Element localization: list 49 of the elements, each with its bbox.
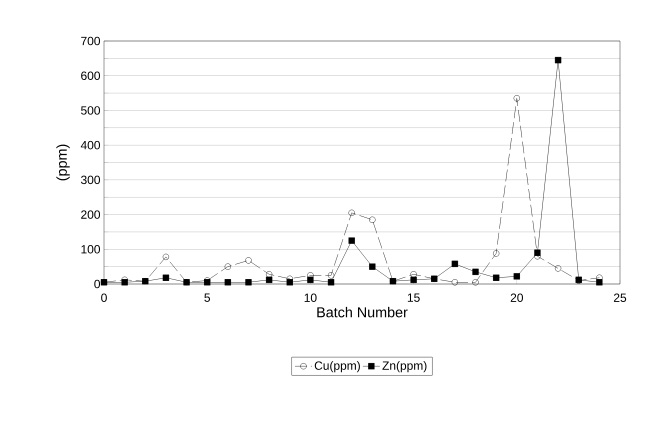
point <box>348 210 355 216</box>
point <box>266 271 272 278</box>
x-tick-label: 15 <box>408 294 420 302</box>
x-tick-label: 20 <box>510 294 523 302</box>
legend-label: Zn(ppm) <box>382 361 426 372</box>
point <box>452 260 458 268</box>
y-tick-label: 100 <box>81 245 100 254</box>
point <box>224 263 232 270</box>
point <box>410 276 417 284</box>
point <box>266 276 272 284</box>
point <box>369 263 376 270</box>
y-tick-label: 200 <box>81 210 100 219</box>
x-tick-label: 0 <box>101 294 107 302</box>
point <box>514 273 520 280</box>
y-tick-label: 300 <box>80 176 100 184</box>
y-axis-title: (ppm) <box>56 144 70 180</box>
x-axis-title: Batch Number <box>317 306 408 318</box>
point <box>369 216 376 223</box>
legend-label: Cu(ppm) <box>314 361 360 372</box>
point <box>554 265 562 272</box>
point <box>410 271 417 278</box>
point <box>554 56 562 64</box>
y-tick-label: 500 <box>81 106 100 115</box>
point <box>121 279 128 286</box>
point <box>307 276 314 284</box>
y-tick-label: 0 <box>94 280 100 288</box>
point <box>245 279 252 286</box>
point <box>224 279 232 286</box>
point <box>472 279 479 286</box>
point <box>492 250 500 257</box>
point <box>534 250 541 256</box>
point <box>162 274 170 281</box>
point <box>596 279 603 286</box>
y-tick-label: 700 <box>81 36 100 46</box>
y-tick-label: 400 <box>80 140 100 150</box>
point <box>286 279 293 286</box>
point <box>472 268 479 276</box>
point <box>514 95 520 102</box>
point <box>492 274 500 281</box>
x-tick-label: 5 <box>204 294 210 302</box>
x-tick-label: 25 <box>614 294 626 302</box>
point <box>452 279 458 286</box>
y-tick-label: 600 <box>81 71 100 80</box>
point <box>328 272 334 279</box>
point <box>348 237 355 244</box>
point <box>162 254 170 260</box>
point <box>245 257 252 264</box>
x-tick-label: 10 <box>304 294 317 302</box>
point <box>328 279 334 286</box>
